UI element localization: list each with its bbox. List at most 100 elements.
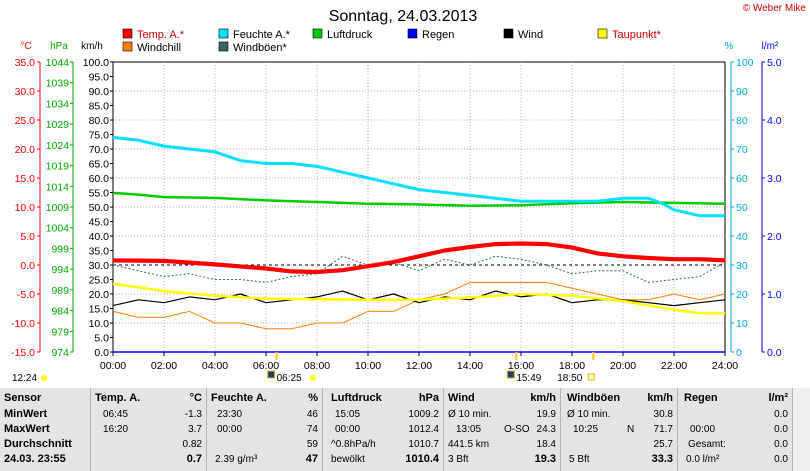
series-line-windb-en xyxy=(112,255,726,283)
temp-tick-label: -15.0 xyxy=(11,347,35,359)
speed-tick-label: 30.0 xyxy=(89,260,110,272)
temp-tick-label: 0.0 xyxy=(20,260,35,272)
pressure-tick-label: 1014 xyxy=(46,181,70,193)
rain-max-time: 00:00 xyxy=(690,424,716,435)
series-line-luftdruck xyxy=(112,191,726,208)
pressure-tick-label: 1024 xyxy=(46,140,70,152)
rain-unit-label: l/m² xyxy=(762,41,779,52)
speed-tick-label: 40.0 xyxy=(89,231,110,243)
x-tick-label: 18:00 xyxy=(559,360,585,372)
rain-tick-label: 1.0 xyxy=(767,289,782,301)
moonrise-icon xyxy=(506,370,515,379)
gust-max-time: 10:25 xyxy=(573,424,599,435)
pressure-tick-label: 994 xyxy=(51,264,69,276)
legend-swatch xyxy=(312,28,323,39)
x-tick-label: 14:00 xyxy=(457,360,483,372)
gust-avg-value: 30.8 xyxy=(653,409,673,420)
legend-label: Windböen* xyxy=(233,42,288,54)
speed-tick-label: 65.0 xyxy=(89,159,110,171)
gust-header: Windböen xyxy=(567,392,621,404)
stats-col-pressure: Luftdruck hPa 15:05 1009.2 00:00 1012.4 ^0.… xyxy=(322,388,444,471)
stats-edge xyxy=(792,388,810,471)
stats-label-current: 24.03. 23:55 xyxy=(4,453,66,465)
rain-min-value: 0.0 xyxy=(774,409,788,420)
temp-tick-label: 35.0 xyxy=(15,57,36,69)
speed-tick-label: 75.0 xyxy=(89,130,110,142)
rain-tick-label: 2.0 xyxy=(767,231,782,243)
rain-current-value: 0.0 xyxy=(774,454,788,465)
legend-label: Temp. A.* xyxy=(137,29,185,41)
legend: Temp. A.* Feuchte A.* Luftdruck Regen Wind Ta… xyxy=(122,28,662,54)
pressure-tick-label: 1019 xyxy=(46,161,70,173)
wind-current-value: 19.3 xyxy=(534,453,556,465)
pressure-tick-label: 974 xyxy=(51,347,69,359)
hum-avg-value: 59 xyxy=(306,439,318,450)
speed-tick-label: 5.0 xyxy=(94,333,109,345)
legend-label: Regen xyxy=(422,29,454,41)
hum-header: Feuchte A. xyxy=(211,392,267,404)
temp-current-value: 0.7 xyxy=(186,453,202,465)
gust-beaufort: 5 Bft xyxy=(569,454,590,465)
speed-tick-label: 85.0 xyxy=(89,101,110,113)
legend-swatch xyxy=(122,41,133,52)
gust-max-direction: N xyxy=(627,424,635,435)
legend-swatch xyxy=(503,28,514,39)
pressure-tick-label: 1044 xyxy=(46,57,70,69)
pressure-tick-label: 1009 xyxy=(46,202,70,214)
humidity-tick-label: 100 xyxy=(736,57,754,69)
temp-tick-label: 30.0 xyxy=(15,86,36,98)
humidity-tick-label: 20 xyxy=(736,289,748,301)
pressure-tick-label: 1004 xyxy=(46,223,70,235)
x-tick-label: 10:00 xyxy=(355,360,381,372)
hum-max-time: 00:00 xyxy=(217,424,243,435)
wind-beaufort: 3 Bft xyxy=(448,454,469,465)
hum-max-value: 74 xyxy=(306,424,318,435)
moonrise-time: 15:49 xyxy=(516,373,541,384)
plot-area xyxy=(112,135,726,353)
hum-min-time: 23:30 xyxy=(217,409,243,420)
press-forecast: bewölkt xyxy=(331,454,365,465)
gust-avg-label: Ø 10 min. xyxy=(567,409,611,420)
x-tick-label: 20:00 xyxy=(610,360,636,372)
stats-col-humidity: Feuchte A.% 23:30 46 00:00 74 59 2.39 g/m³… xyxy=(206,388,323,471)
sunset-time: 18:50 xyxy=(557,373,582,384)
speed-tick-label: 20.0 xyxy=(89,289,110,301)
rain-tick-label: 0.0 xyxy=(767,347,782,359)
pressure-tick-label: 1029 xyxy=(46,119,70,131)
legend-label: Windchill xyxy=(137,42,181,54)
humidity-tick-label: 10 xyxy=(736,318,748,330)
weather-chart: Sonntag, 24.03.2013 © Weber Mike Temp. A… xyxy=(11,3,807,384)
stats-col-rain: Regen l/m² 0.0 00:00 0.0 Gesamt: 0.0 0.0 l/… xyxy=(677,388,793,471)
press-min-value: 1009.2 xyxy=(408,409,439,420)
press-avg-value: 1010.7 xyxy=(408,439,439,450)
pressure-tick-label: 989 xyxy=(51,285,69,297)
legend-label: Feuchte A.* xyxy=(233,29,291,41)
speed-tick-label: 25.0 xyxy=(89,275,110,287)
speed-unit-label: km/h xyxy=(81,41,103,52)
humidity-tick-label: 70 xyxy=(736,144,748,156)
copyright-label: © Weber Mike xyxy=(743,3,807,14)
series-line-feuchte-a xyxy=(112,135,725,218)
sun-moon-events: 12:24 06:25 15:49 18:50 xyxy=(12,352,595,384)
wind-max-time: 13:05 xyxy=(456,424,482,435)
series-line-temp-a xyxy=(112,241,726,275)
gust-daily-avg: 25.7 xyxy=(653,439,673,450)
x-tick-label: 16:00 xyxy=(508,360,534,372)
hum-absolute: 2.39 g/m³ xyxy=(215,454,258,465)
rain-tick-label: 3.0 xyxy=(767,173,782,185)
hum-current-value: 47 xyxy=(305,453,318,465)
speed-tick-label: 70.0 xyxy=(89,144,110,156)
temp-min-time: 06:45 xyxy=(103,409,129,420)
humidity-tick-label: 50 xyxy=(736,202,748,214)
pressure-tick-label: 999 xyxy=(51,243,69,255)
wind-max-direction: O-SO xyxy=(504,424,530,435)
temp-unit: °C xyxy=(189,392,202,404)
moon-icon xyxy=(41,375,47,381)
humidity-tick-label: 80 xyxy=(736,115,748,127)
axes: °C hPa km/h% l/m² 35.0 30.0 25.0 20.0 15.0 10.0 5.… xyxy=(11,41,782,372)
rain-max-value: 0.0 xyxy=(774,424,788,435)
legend-label: Wind xyxy=(518,29,543,41)
stats-row-labels: Sensor MinWert MaxWert Durchschnitt 24.0… xyxy=(0,388,90,471)
hum-unit: % xyxy=(308,392,318,404)
wind-header: Wind xyxy=(448,392,475,404)
